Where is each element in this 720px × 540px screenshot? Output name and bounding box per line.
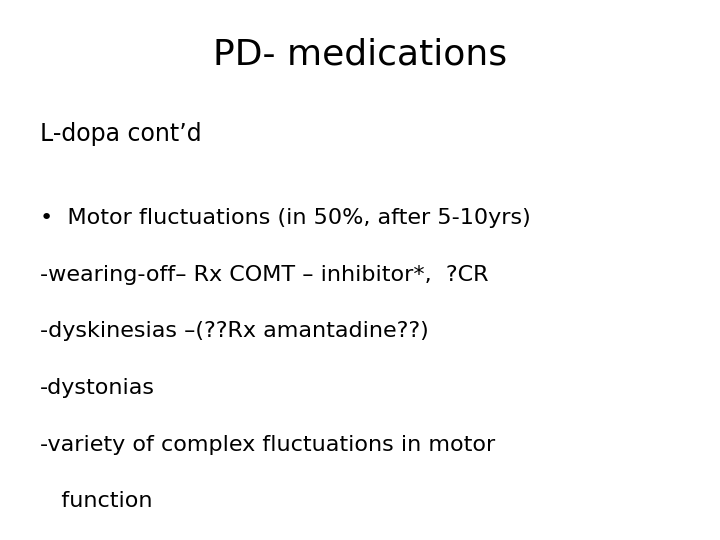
- Text: PD- medications: PD- medications: [213, 38, 507, 72]
- Text: -dystonias: -dystonias: [40, 378, 155, 398]
- Text: function: function: [40, 491, 152, 511]
- Text: -wearing-off– Rx COMT – inhibitor*,  ?CR: -wearing-off– Rx COMT – inhibitor*, ?CR: [40, 265, 488, 285]
- Text: -dyskinesias –(??Rx amantadine??): -dyskinesias –(??Rx amantadine??): [40, 321, 428, 341]
- Text: •  Motor fluctuations (in 50%, after 5-10yrs): • Motor fluctuations (in 50%, after 5-10…: [40, 208, 531, 228]
- Text: L-dopa cont’d: L-dopa cont’d: [40, 122, 201, 145]
- Text: -variety of complex fluctuations in motor: -variety of complex fluctuations in moto…: [40, 435, 495, 455]
